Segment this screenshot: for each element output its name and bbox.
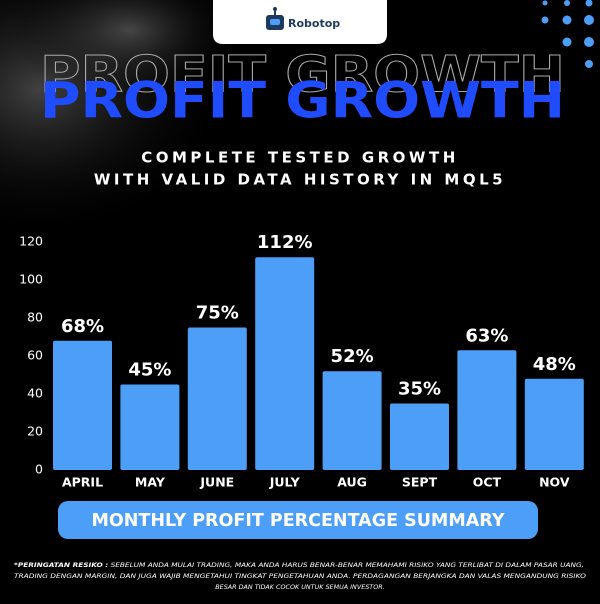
x-tick-label: JULY bbox=[269, 475, 301, 490]
x-tick-label: MAY bbox=[135, 475, 166, 490]
y-tick-label: 120 bbox=[19, 234, 43, 249]
bar bbox=[120, 384, 180, 470]
banner-box bbox=[58, 501, 538, 539]
bar bbox=[255, 257, 315, 470]
x-tick-label: SEPT bbox=[402, 475, 438, 490]
y-tick-label: 100 bbox=[19, 272, 43, 287]
chart-title: PROFIT GROWTH bbox=[40, 72, 565, 130]
bar bbox=[390, 403, 449, 470]
x-tick-label: NOV bbox=[539, 475, 570, 490]
title-outline: PROFIT GROWTH bbox=[40, 46, 565, 104]
logo-icon bbox=[266, 7, 284, 30]
bar bbox=[457, 350, 517, 470]
x-tick-label: OCT bbox=[473, 475, 502, 490]
disclaimer-line: BESAR DAN TIDAK COCOK UNTUK SEMUA INVEST… bbox=[215, 583, 384, 591]
disclaimer-line: *PERINGATAN RESIKO : SEBELUM ANDA MULAI … bbox=[14, 561, 584, 569]
data-label: 112% bbox=[257, 232, 313, 253]
data-label: 45% bbox=[128, 360, 171, 381]
data-label: 75% bbox=[196, 303, 239, 324]
data-label: 52% bbox=[331, 346, 374, 367]
y-tick-label: 20 bbox=[27, 424, 43, 439]
smoke bbox=[10, 0, 250, 100]
bar bbox=[187, 327, 247, 470]
data-label: 63% bbox=[465, 325, 508, 346]
disclaimer-text: SEBELUM ANDA MULAI TRADING, MAKA ANDA HA… bbox=[111, 561, 584, 569]
x-tick-label: JUNE bbox=[199, 475, 234, 490]
y-tick-label: 0 bbox=[35, 462, 43, 477]
x-tick-label: APRIL bbox=[62, 475, 103, 490]
subtitle: WITH VALID DATA HISTORY IN MQL5 bbox=[94, 171, 506, 189]
logo-box bbox=[213, 0, 387, 44]
banner-text: MONTHLY PROFIT PERCENTAGE SUMMARY bbox=[92, 511, 505, 531]
bar bbox=[53, 340, 112, 470]
dot-decoration bbox=[541, 0, 594, 68]
disclaimer-label: *PERINGATAN RESIKO : bbox=[14, 561, 109, 569]
data-label: 68% bbox=[61, 316, 104, 337]
y-tick-label: 60 bbox=[27, 348, 43, 363]
y-tick-label: 80 bbox=[27, 310, 43, 325]
data-label: 35% bbox=[398, 379, 441, 400]
subtitle: COMPLETE TESTED GROWTH bbox=[141, 149, 459, 167]
brand-name: Robotop bbox=[288, 17, 340, 30]
bar bbox=[524, 378, 584, 470]
disclaimer-line: TRADING DENGAN MARGIN, DAN JUGA WAJIB ME… bbox=[14, 572, 586, 580]
bar bbox=[322, 371, 382, 470]
x-tick-label: AUG bbox=[337, 475, 367, 490]
y-tick-label: 40 bbox=[27, 386, 43, 401]
plot: 0 20 40 60 80 100 120 APRIL 68% MAY 45% JUNE 75% JULY… bbox=[19, 232, 584, 490]
data-label: 48% bbox=[533, 354, 576, 375]
